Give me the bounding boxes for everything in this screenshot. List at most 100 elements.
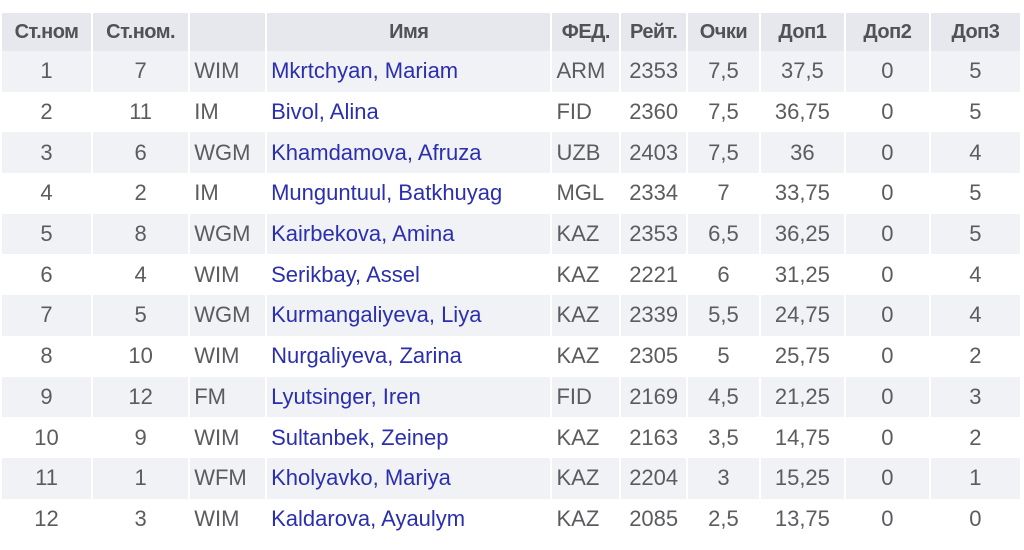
player-link[interactable]: Kholyavko, Mariya <box>271 465 451 491</box>
rating-cell: 2305 <box>629 343 679 369</box>
tiebreak-2-cell: 0 <box>845 132 929 174</box>
rating-cell: 2339 <box>621 295 687 336</box>
player-link[interactable]: Lyutsinger, Iren <box>271 383 421 409</box>
player-link[interactable]: Kairbekova, Amina <box>271 221 455 247</box>
start-number-cell: 10 <box>128 343 153 369</box>
start-number-cell: 4 <box>134 261 147 287</box>
tiebreak-3-cell: 4 <box>930 132 1020 174</box>
federation-cell: FID <box>556 99 592 125</box>
start-number-cell: 7 <box>93 51 189 92</box>
tiebreak-2-cell: 0 <box>881 424 894 450</box>
table-row: 3 6 WGM Khamdamova, Afruza UZB 2403 7,5 36 0 4 <box>2 132 1020 174</box>
start-number-cell: 8 <box>93 213 189 255</box>
rating-cell: 2169 <box>621 376 687 418</box>
table-row: 1 7 WIM Mkrtchyan, Mariam ARM 2353 7,5 37,5 0 5 <box>2 51 1020 92</box>
tiebreak-1-cell: 36,75 <box>774 99 830 125</box>
points-cell: 5,5 <box>688 295 759 336</box>
title-cell: FM <box>190 376 266 418</box>
rank-cell: 11 <box>2 457 92 499</box>
start-number-cell: 2 <box>134 180 147 206</box>
federation-cell: KAZ <box>556 505 600 531</box>
federation-cell: KAZ <box>556 424 600 450</box>
rating-cell: 2353 <box>621 213 687 255</box>
player-link[interactable]: Serikbay, Assel <box>271 261 420 287</box>
tiebreak-2-cell: 0 <box>845 376 929 418</box>
tiebreak-2-cell: 0 <box>845 213 929 255</box>
header-tiebreak-2[interactable]: Доп2 <box>845 13 929 51</box>
rank-cell: 3 <box>2 132 92 174</box>
tiebreak-3-cell: 2 <box>969 343 982 369</box>
table-row: 12 3 WIM Kaldarova, Ayaulym KAZ 2085 2,5 13,75 0… <box>2 499 1020 540</box>
points-cell: 4,5 <box>688 376 759 418</box>
title-cell: IM <box>194 180 219 206</box>
name-cell: Kairbekova, Amina <box>267 213 551 255</box>
header-start-number[interactable]: Ст.ном. <box>93 13 189 51</box>
header-federation[interactable]: ФЕД. <box>552 13 620 51</box>
name-cell: Bivol, Alina <box>267 92 550 133</box>
rank-cell: 8 <box>40 343 53 369</box>
tiebreak-3-cell: 2 <box>969 424 982 450</box>
rating-cell: 2360 <box>629 99 679 125</box>
header-points[interactable]: Очки <box>688 13 759 51</box>
points-cell: 5 <box>717 343 730 369</box>
rank-cell: 12 <box>34 505 59 531</box>
start-number-cell: 9 <box>134 424 147 450</box>
player-link[interactable]: Nurgaliyeva, Zarina <box>271 343 462 369</box>
rating-cell: 2163 <box>629 424 679 450</box>
table-row: 11 1 WFM Kholyavko, Mariya KAZ 2204 3 15,25 0 1 <box>2 457 1020 499</box>
player-link[interactable]: Khamdamova, Afruza <box>271 139 482 165</box>
rating-cell: 2353 <box>621 51 687 92</box>
start-number-cell: 1 <box>93 457 189 499</box>
tiebreak-2-cell: 0 <box>881 343 894 369</box>
tiebreak-3-cell: 0 <box>969 505 982 531</box>
title-cell: WIM <box>194 261 240 287</box>
rank-cell: 5 <box>2 213 92 255</box>
header-rating[interactable]: Рейт. <box>621 13 687 51</box>
tiebreak-2-cell: 0 <box>845 295 929 336</box>
title-cell: WGM <box>190 132 266 174</box>
start-number-cell: 5 <box>93 295 189 336</box>
name-cell: Lyutsinger, Iren <box>267 376 551 418</box>
name-cell: Mkrtchyan, Mariam <box>267 51 551 92</box>
title-cell: WIM <box>190 51 266 92</box>
header-name[interactable]: Имя <box>267 13 551 51</box>
rank-cell: 7 <box>2 295 92 336</box>
player-link[interactable]: Mkrtchyan, Mariam <box>271 58 459 84</box>
player-link[interactable]: Kaldarova, Ayaulym <box>271 505 466 531</box>
tiebreak-1-cell: 25,75 <box>774 343 830 369</box>
federation-cell: FID <box>552 376 620 418</box>
header-start-rank[interactable]: Ст.ном <box>2 13 92 51</box>
points-cell: 6 <box>717 261 730 287</box>
title-cell: WIM <box>194 505 240 531</box>
rating-cell: 2221 <box>629 261 679 287</box>
table-row: 5 8 WGM Kairbekova, Amina KAZ 2353 6,5 36,25 0 5 <box>2 213 1020 255</box>
points-cell: 7,5 <box>708 99 739 125</box>
tiebreak-3-cell: 4 <box>969 261 982 287</box>
federation-cell: KAZ <box>552 213 620 255</box>
federation-cell: ARM <box>552 51 620 92</box>
header-tiebreak-1[interactable]: Доп1 <box>760 13 844 51</box>
tiebreak-3-cell: 5 <box>930 51 1020 92</box>
title-cell: WGM <box>190 295 266 336</box>
name-cell: Kaldarova, Ayaulym <box>267 499 550 540</box>
player-link[interactable]: Bivol, Alina <box>271 99 379 125</box>
header-row: Ст.ном Ст.ном. Имя ФЕД. Рейт. Очки Доп1 … <box>2 13 1020 51</box>
player-link[interactable]: Sultanbek, Zeinep <box>271 424 449 450</box>
player-link[interactable]: Kurmangaliyeva, Liya <box>271 302 482 328</box>
player-link[interactable]: Munguntuul, Batkhuyag <box>271 180 503 206</box>
name-cell: Kurmangaliyeva, Liya <box>267 295 551 336</box>
header-tiebreak-3[interactable]: Доп3 <box>930 13 1020 51</box>
table-row: 10 9 WIM Sultanbek, Zeinep KAZ 2163 3,5 14,75 0 2 <box>2 417 1020 458</box>
table-row: 4 2 IM Munguntuul, Batkhuyag MGL 2334 7 33,75 0 5 <box>2 173 1020 214</box>
tiebreak-1-cell: 13,75 <box>774 505 830 531</box>
rating-cell: 2403 <box>621 132 687 174</box>
tiebreak-1-cell: 37,5 <box>760 51 844 92</box>
rank-cell: 1 <box>2 51 92 92</box>
title-cell: WIM <box>194 424 240 450</box>
name-cell: Khamdamova, Afruza <box>267 132 551 174</box>
tiebreak-1-cell: 36,25 <box>760 213 844 255</box>
start-number-cell: 11 <box>129 99 153 125</box>
name-cell: Sultanbek, Zeinep <box>267 417 550 458</box>
tiebreak-2-cell: 0 <box>881 261 894 287</box>
tiebreak-3-cell: 5 <box>969 180 982 206</box>
